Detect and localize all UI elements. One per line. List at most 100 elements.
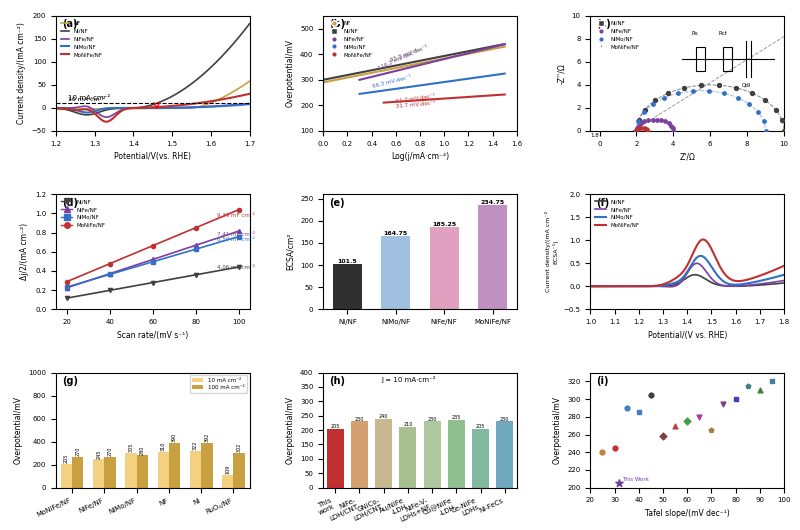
Text: 1.8: 1.8 xyxy=(590,132,599,138)
Bar xyxy=(424,421,441,488)
NiFe/NF xyxy=(586,283,595,289)
Line: NF: NF xyxy=(56,81,250,109)
Text: (e): (e) xyxy=(329,198,345,208)
Text: 116.2 mV·dec⁻¹: 116.2 mV·dec⁻¹ xyxy=(378,48,419,70)
Point xyxy=(693,412,706,421)
Bar xyxy=(351,421,368,488)
Point xyxy=(620,404,633,412)
MoNiFe/NF xyxy=(708,248,718,254)
Point xyxy=(633,124,646,132)
Ni/NF xyxy=(690,271,699,278)
NiFe/NF xyxy=(779,277,789,284)
Text: 230: 230 xyxy=(500,417,510,421)
MoNiFe/NF xyxy=(698,236,708,243)
Text: 235: 235 xyxy=(452,415,461,420)
Text: 205: 205 xyxy=(476,424,485,429)
Ni/NF xyxy=(210,60,220,66)
Ni/NF xyxy=(167,93,177,100)
Point xyxy=(630,127,643,135)
Text: 210: 210 xyxy=(403,422,413,427)
Point xyxy=(665,121,678,130)
MoNiFe/NF xyxy=(102,119,111,125)
Text: 164.75: 164.75 xyxy=(384,231,408,236)
Point xyxy=(705,426,718,434)
Point xyxy=(758,117,770,126)
Point xyxy=(630,126,643,135)
Point xyxy=(667,127,680,135)
NiFe/NF xyxy=(727,283,737,289)
Point xyxy=(672,89,685,98)
Text: 10 mA·cm⁻²: 10 mA·cm⁻² xyxy=(68,97,105,102)
Point xyxy=(662,119,675,128)
Bar xyxy=(190,450,202,488)
Text: 9.39 mF cm⁻²: 9.39 mF cm⁻² xyxy=(218,213,255,218)
X-axis label: Z'/Ω: Z'/Ω xyxy=(679,152,695,161)
MoNiFe/NF xyxy=(649,283,658,289)
Text: (a): (a) xyxy=(62,20,78,29)
Point xyxy=(645,391,658,399)
Text: 51.7 mV·dec⁻¹: 51.7 mV·dec⁻¹ xyxy=(396,93,436,104)
X-axis label: Potential/V(vs. RHE): Potential/V(vs. RHE) xyxy=(114,152,191,161)
Point xyxy=(658,94,670,102)
Ni/NF xyxy=(143,103,153,109)
Bar xyxy=(61,464,72,488)
Point xyxy=(608,444,621,452)
Point xyxy=(657,432,670,440)
NF xyxy=(51,106,61,112)
Text: 4.06 mF cm⁻²: 4.06 mF cm⁻² xyxy=(218,265,255,270)
X-axis label: Potential/(V vs. RHE): Potential/(V vs. RHE) xyxy=(647,331,727,340)
Point xyxy=(649,96,662,104)
NF xyxy=(245,78,254,84)
Line: NiMo/NF: NiMo/NF xyxy=(590,256,784,286)
NiMo/NF xyxy=(82,109,92,116)
Bar xyxy=(137,455,148,488)
Point xyxy=(638,123,650,132)
NiMo/NF xyxy=(779,271,789,278)
Ni/NF xyxy=(241,26,250,32)
NiMo/NF xyxy=(245,101,254,107)
Point xyxy=(659,117,672,126)
Point xyxy=(730,84,742,92)
Text: 230: 230 xyxy=(427,417,437,421)
Text: (b): (b) xyxy=(329,20,345,29)
Point xyxy=(743,100,756,109)
Point xyxy=(632,116,645,124)
X-axis label: Scan rate/(mV s⁻¹): Scan rate/(mV s⁻¹) xyxy=(117,331,189,340)
Text: (d): (d) xyxy=(62,198,78,208)
Point xyxy=(641,127,654,135)
Y-axis label: Overpotential/mV: Overpotential/mV xyxy=(286,39,294,108)
Point xyxy=(759,127,772,135)
Point xyxy=(713,81,726,90)
NF xyxy=(240,81,250,87)
Point xyxy=(638,105,651,114)
Y-axis label: Current density/(mA cm⁻²): Current density/(mA cm⁻²) xyxy=(17,22,26,125)
Text: 109: 109 xyxy=(226,465,230,474)
Text: 7.41 mF cm⁻²: 7.41 mF cm⁻² xyxy=(218,232,255,237)
Point xyxy=(655,116,668,125)
Point xyxy=(642,116,654,125)
Point xyxy=(641,125,654,134)
MoNiFe/NF xyxy=(167,103,177,109)
Point xyxy=(638,108,650,117)
Line: NiMo/NF: NiMo/NF xyxy=(56,104,250,112)
NiFe/NF xyxy=(143,105,153,111)
Point xyxy=(695,81,708,90)
Point xyxy=(752,108,765,117)
Point xyxy=(650,116,663,124)
Point xyxy=(634,123,646,132)
Point xyxy=(630,127,643,135)
Text: 305: 305 xyxy=(129,443,134,452)
Point xyxy=(718,89,730,98)
Point xyxy=(754,386,766,394)
Ni/NF xyxy=(145,102,154,109)
NF xyxy=(210,98,219,104)
Text: 310: 310 xyxy=(161,442,166,452)
Point xyxy=(630,127,643,135)
Text: 205: 205 xyxy=(64,454,69,463)
NiMo/NF xyxy=(586,283,595,289)
Point xyxy=(731,94,744,102)
NiFe/NF xyxy=(649,283,658,289)
Bar xyxy=(399,427,416,488)
Text: 10 mA·cm⁻²: 10 mA·cm⁻² xyxy=(68,95,110,101)
MoNiFe/NF xyxy=(662,280,672,286)
